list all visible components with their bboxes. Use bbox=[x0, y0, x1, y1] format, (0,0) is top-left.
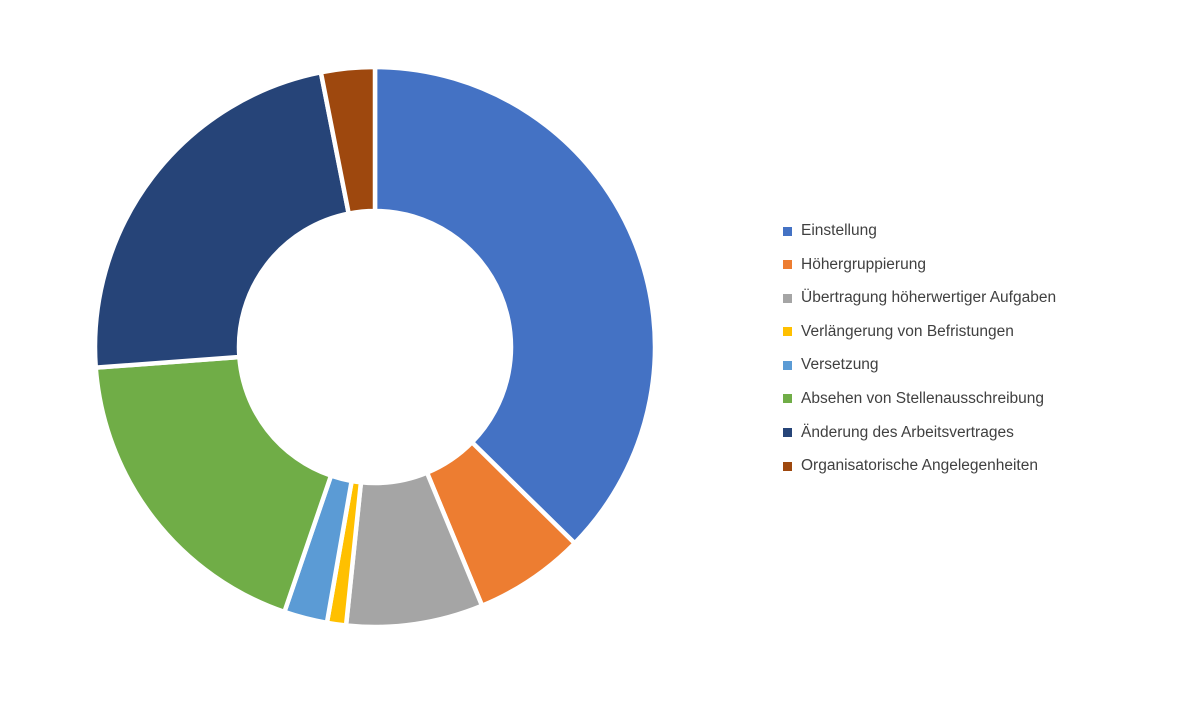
donut-segment-1 bbox=[372, 64, 658, 547]
legend-item: Änderung des Arbeitsvertrages bbox=[783, 423, 1056, 443]
legend-label: Änderung des Arbeitsvertrages bbox=[801, 423, 1014, 441]
legend-color-swatch-icon bbox=[783, 327, 792, 337]
legend-color-swatch-icon bbox=[783, 360, 792, 370]
legend-label: Höhergruppierung bbox=[801, 255, 926, 273]
legend-label: Organisatorische Angelegenheiten bbox=[801, 457, 1038, 475]
legend-color-swatch-icon bbox=[783, 260, 792, 270]
donut-segment-6 bbox=[93, 354, 334, 615]
legend-item: Absehen von Stellenausschreibung bbox=[783, 389, 1056, 409]
legend-label: Verlängerung von Befristungen bbox=[801, 322, 1014, 340]
legend-label: Versetzung bbox=[801, 356, 879, 374]
donut-segment-7 bbox=[92, 69, 352, 371]
legend-item: Übertragung höherwertiger Aufgaben bbox=[783, 288, 1056, 308]
legend-item: Einstellung bbox=[783, 221, 1056, 241]
legend-color-swatch-icon bbox=[783, 226, 792, 236]
legend-label: Absehen von Stellenausschreibung bbox=[801, 389, 1045, 407]
legend-label: Übertragung höherwertiger Aufgaben bbox=[801, 289, 1057, 307]
legend-item: Organisatorische Angelegenheiten bbox=[783, 456, 1056, 476]
legend-color-swatch-icon bbox=[783, 293, 792, 303]
chart-legend: Einstellung Höhergruppierung Übertragung h… bbox=[783, 221, 1056, 476]
legend-color-swatch-icon bbox=[783, 394, 792, 404]
legend-color-swatch-icon bbox=[783, 461, 792, 471]
donut-chart bbox=[92, 64, 658, 627]
donut-segment-8 bbox=[318, 64, 378, 217]
legend-item: Verlängerung von Befristungen bbox=[783, 322, 1056, 342]
legend-item: Höhergruppierung bbox=[783, 255, 1056, 275]
legend-color-swatch-icon bbox=[783, 428, 792, 438]
legend-item: Versetzung bbox=[783, 355, 1056, 375]
legend-label: Einstellung bbox=[801, 222, 877, 239]
